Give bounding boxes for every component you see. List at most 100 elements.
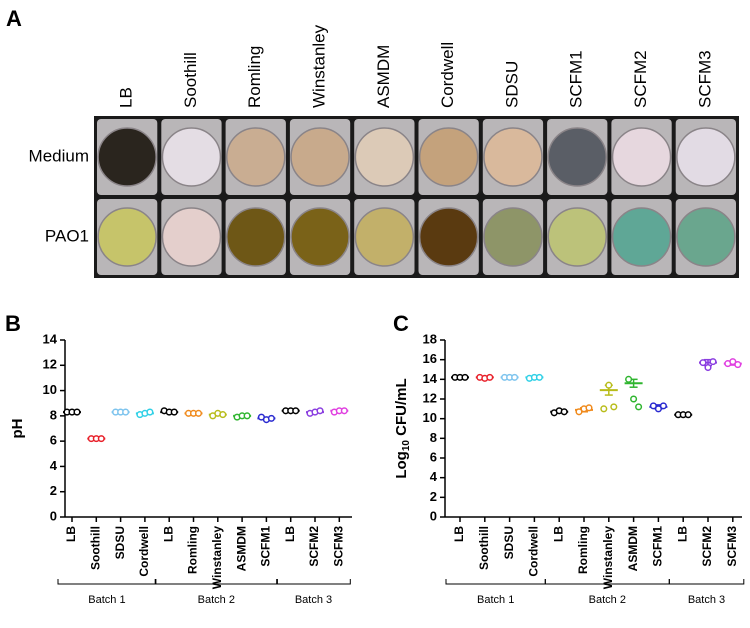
panel-letter: A — [6, 6, 22, 31]
data-point — [610, 403, 618, 411]
data-point — [73, 408, 81, 416]
data-point — [560, 408, 568, 416]
data-point — [734, 361, 742, 369]
well — [97, 207, 157, 267]
x-tick-label: LB — [161, 526, 175, 542]
x-tick-label: SCFM3 — [725, 526, 739, 567]
well — [354, 127, 415, 187]
x-tick-label: SCFM2 — [700, 526, 714, 567]
data-point — [630, 395, 638, 403]
y-axis-label-part: CFU/mL — [393, 378, 410, 440]
data-point — [219, 411, 227, 419]
y-tick-label: 18 — [423, 331, 437, 346]
y-axis-label-part: Log — [393, 451, 410, 479]
well — [483, 127, 543, 187]
column-label: Soothill — [181, 52, 200, 108]
data-point — [146, 408, 154, 416]
y-axis-label: Log10 CFU/mL — [393, 378, 412, 478]
well — [290, 127, 350, 187]
x-tick-label: Soothill — [88, 526, 102, 570]
well — [611, 207, 672, 267]
y-tick-label: 12 — [423, 390, 437, 405]
x-tick-label: Winstanley — [210, 526, 224, 590]
row-label: Medium — [29, 146, 89, 165]
y-tick-label: 14 — [43, 331, 58, 346]
data-point — [699, 359, 707, 367]
x-tick-label: Winstanley — [601, 526, 615, 590]
x-tick-label: SCFM1 — [651, 526, 665, 567]
data-point — [97, 435, 105, 443]
x-tick-label: SDSU — [113, 526, 127, 559]
data-point — [194, 409, 203, 417]
y-tick-label: 2 — [430, 489, 437, 504]
x-tick-label: SCFM1 — [259, 526, 273, 567]
well — [547, 207, 607, 267]
well — [161, 127, 222, 187]
batch-label: Batch 1 — [88, 594, 125, 606]
y-tick-label: 16 — [423, 351, 437, 366]
batch-bracket — [445, 579, 546, 585]
y-axis-label-part: pH — [9, 419, 26, 439]
data-point — [122, 408, 130, 416]
x-tick-label: ASMDM — [234, 526, 248, 571]
x-tick-label: Romling — [576, 526, 590, 574]
y-tick-label: 6 — [50, 433, 57, 448]
panel-letter: C — [393, 311, 409, 336]
batch-label: Batch 2 — [198, 594, 235, 606]
well — [418, 207, 479, 267]
well — [676, 127, 736, 187]
y-tick-label: 6 — [430, 449, 437, 464]
batch-bracket — [57, 579, 157, 585]
y-tick-label: 12 — [43, 357, 57, 372]
batch-label: Batch 2 — [589, 594, 626, 606]
batch-label: Batch 1 — [477, 594, 514, 606]
y-tick-label: 8 — [50, 407, 57, 422]
data-point — [709, 358, 717, 366]
column-label: ASMDM — [374, 45, 393, 108]
x-tick-label: Cordwell — [137, 526, 151, 577]
data-point — [649, 402, 657, 410]
y-tick-label: 0 — [430, 508, 437, 523]
data-point — [511, 373, 519, 381]
well — [483, 207, 543, 267]
y-tick-label: 4 — [50, 458, 58, 473]
data-point — [635, 403, 643, 411]
x-tick-label: SCFM3 — [331, 526, 345, 567]
y-tick-label: 14 — [423, 371, 438, 386]
data-point — [729, 358, 737, 366]
x-tick-label: LB — [283, 526, 297, 542]
data-point — [585, 404, 593, 412]
data-point — [575, 408, 583, 416]
batch-label: Batch 3 — [295, 594, 332, 606]
well — [226, 207, 286, 267]
x-tick-label: Soothill — [477, 526, 491, 570]
y-tick-label: 0 — [50, 508, 57, 523]
data-point — [625, 375, 633, 383]
well — [161, 207, 222, 267]
data-point — [316, 407, 324, 415]
data-point — [340, 407, 348, 415]
data-point — [659, 402, 667, 410]
y-tick-label: 8 — [430, 430, 437, 445]
column-label: SCFM2 — [631, 50, 650, 108]
x-tick-label: SDSU — [502, 526, 516, 559]
data-point — [684, 411, 692, 419]
well — [676, 207, 736, 267]
panel-letter: B — [5, 311, 21, 336]
x-tick-label: SCFM2 — [307, 526, 321, 567]
data-point — [704, 363, 712, 372]
data-point — [292, 407, 300, 415]
column-label: SCFM1 — [567, 50, 586, 108]
x-tick-label: LB — [551, 526, 565, 542]
column-label: Romling — [245, 46, 264, 108]
well — [97, 127, 157, 187]
data-point — [535, 373, 543, 381]
data-point — [243, 412, 251, 420]
column-label: LB — [117, 87, 136, 108]
data-point — [654, 405, 662, 413]
column-label: Cordwell — [438, 42, 457, 108]
batch-label: Batch 3 — [688, 594, 725, 606]
column-label: SDSU — [502, 61, 521, 108]
x-tick-label: Romling — [186, 526, 200, 574]
